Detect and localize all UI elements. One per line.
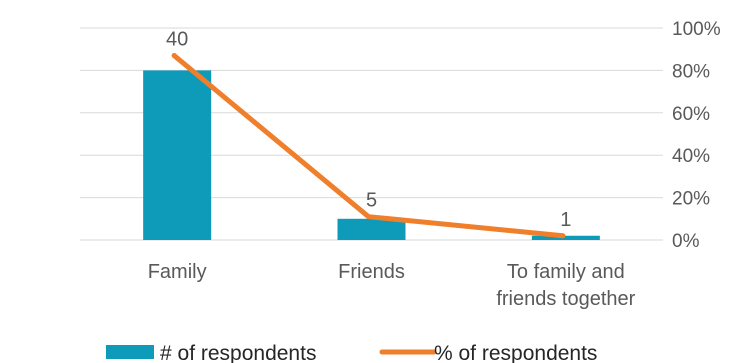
y2-tick-label: 20% <box>672 189 710 210</box>
bar <box>531 235 600 240</box>
line-point <box>171 53 177 59</box>
y2-tick-label: 60% <box>672 104 710 125</box>
y2-tick-label: 100% <box>672 19 721 40</box>
legend-bar-label: # of respondents <box>160 342 316 363</box>
category-label: Friends <box>338 261 405 283</box>
data-label: 1 <box>560 209 571 231</box>
category-label: friends together <box>496 288 635 310</box>
y2-tick-label: 0% <box>672 231 700 252</box>
line-point <box>366 214 371 220</box>
bar <box>337 218 406 240</box>
data-labels: 40 5 1 <box>166 29 571 231</box>
bar-series <box>143 70 600 241</box>
category-label: To family and <box>507 261 625 283</box>
legend: # of respondents % of respondents <box>106 342 597 363</box>
data-label: 40 <box>166 29 188 51</box>
legend-line-label: % of respondents <box>434 342 597 363</box>
category-label: Family <box>148 261 207 283</box>
y2-tick-label: 40% <box>672 146 710 167</box>
data-label: 5 <box>366 190 377 212</box>
line-point <box>560 233 566 239</box>
legend-bar-swatch <box>106 345 154 359</box>
line-series <box>171 53 566 239</box>
right-axis-tick-labels: 0% 20% 40% 60% 80% 100% <box>672 19 721 252</box>
category-labels: Family Friends To family and friends togeth… <box>148 261 636 310</box>
bar <box>143 70 212 241</box>
y2-tick-label: 80% <box>672 61 710 82</box>
